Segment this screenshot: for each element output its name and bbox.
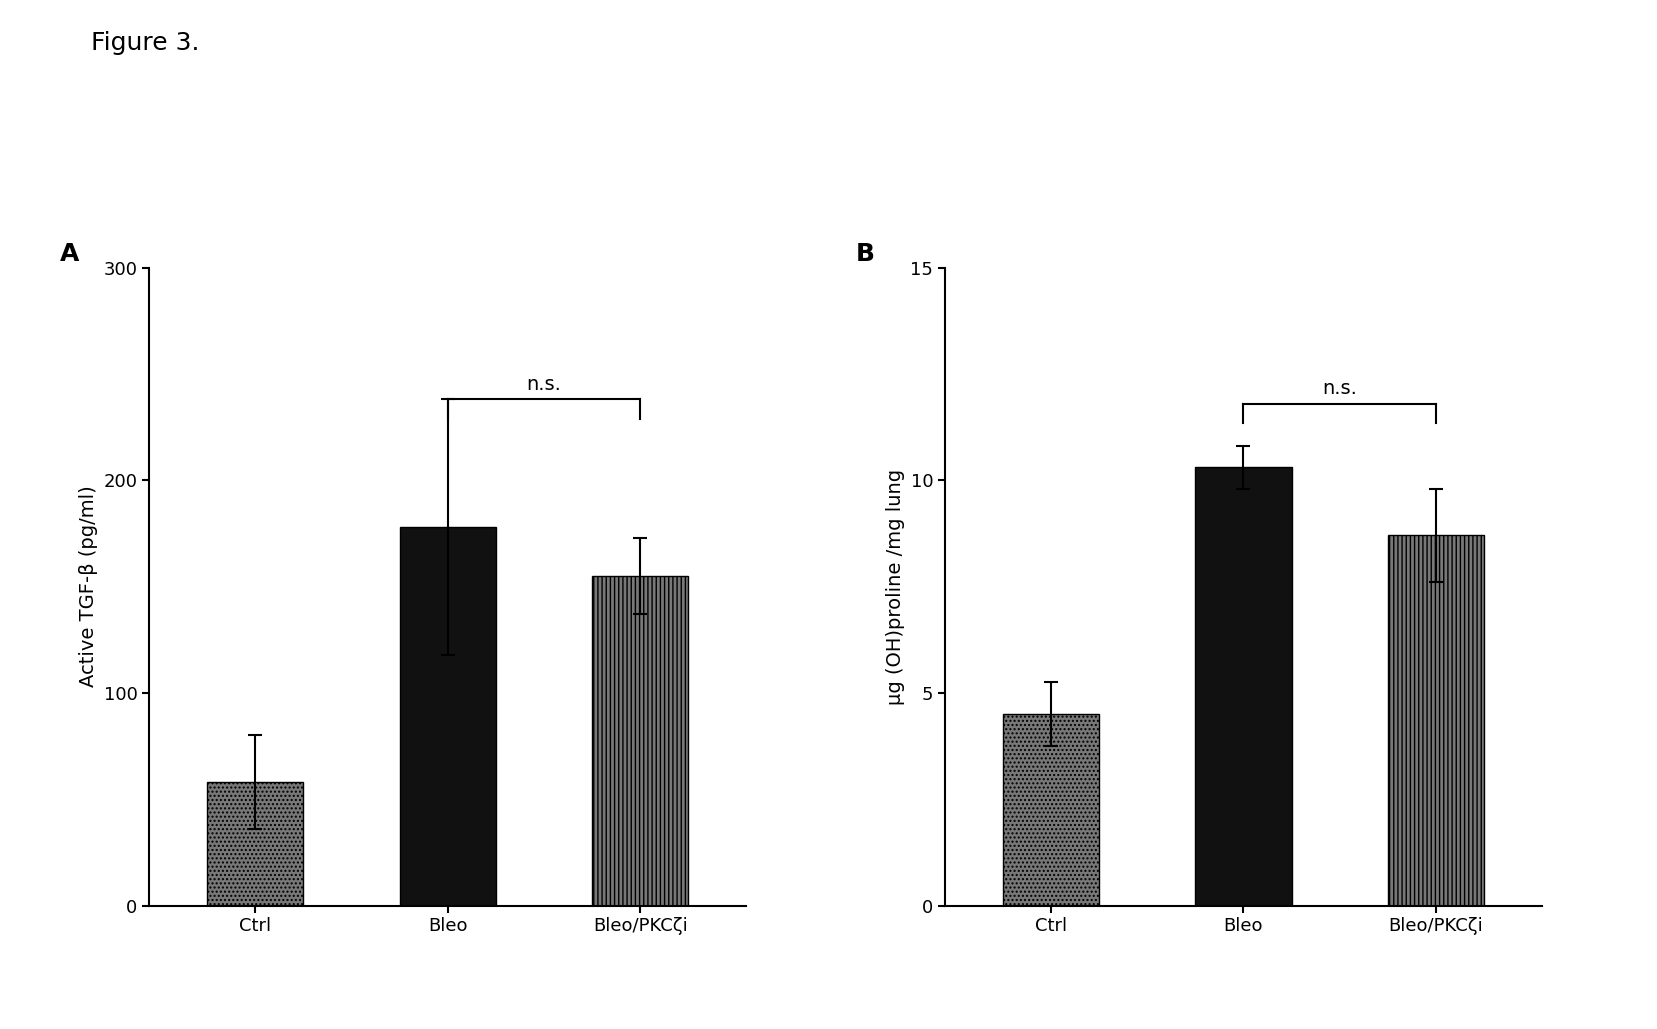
Y-axis label: μg (OH)proline /mg lung: μg (OH)proline /mg lung	[885, 468, 905, 705]
Text: B: B	[855, 242, 873, 267]
Bar	[1195, 467, 1291, 906]
Text: A: A	[60, 242, 80, 267]
Y-axis label: Active TGF-β (pg/ml): Active TGF-β (pg/ml)	[80, 486, 98, 687]
Text: n.s.: n.s.	[1322, 379, 1357, 398]
Bar	[1387, 535, 1483, 906]
Bar	[399, 527, 495, 906]
Bar	[592, 576, 688, 906]
Bar	[1002, 714, 1099, 906]
Text: n.s.: n.s.	[527, 375, 562, 394]
Text: Figure 3.: Figure 3.	[91, 31, 199, 55]
Bar	[207, 782, 303, 906]
